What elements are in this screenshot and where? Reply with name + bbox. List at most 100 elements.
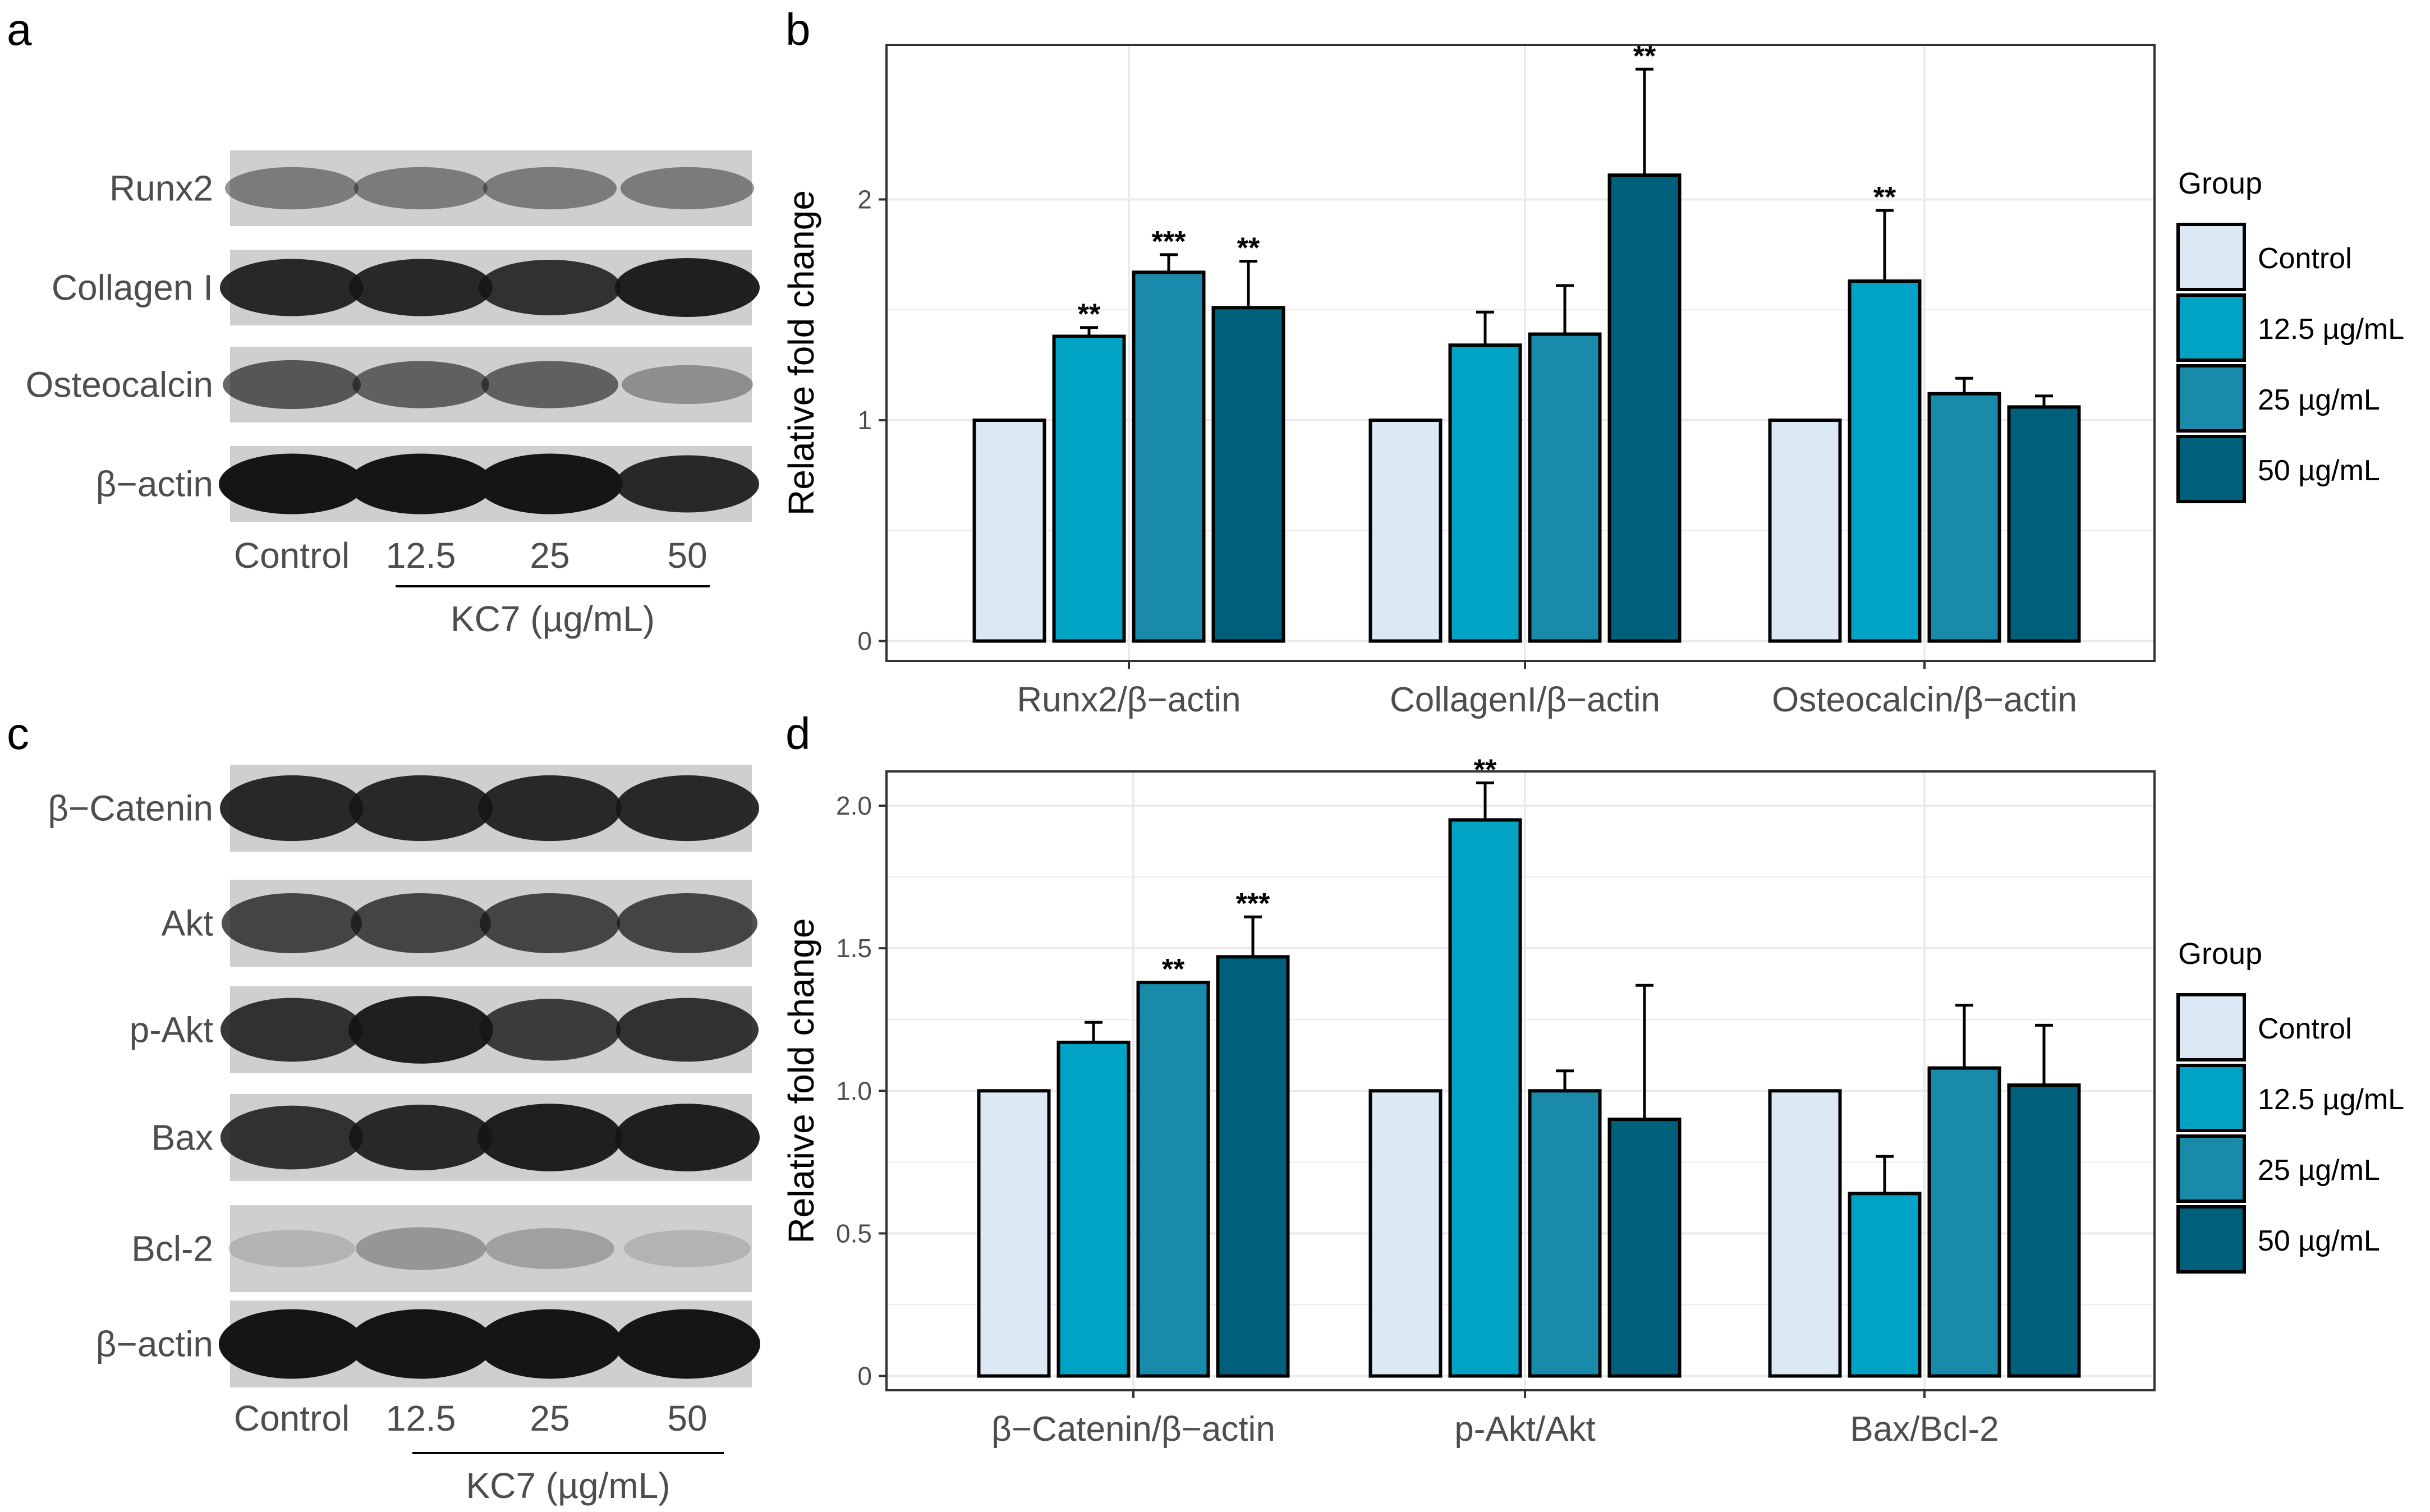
bar	[2007, 1083, 2081, 1378]
blot-band	[354, 167, 488, 210]
bar	[1848, 1192, 1922, 1378]
blot-row-label: Akt	[162, 903, 214, 944]
blot-band	[616, 998, 759, 1062]
legend-key	[2176, 293, 2246, 362]
significance-label: **	[1162, 953, 1185, 986]
significance-label: **	[1474, 753, 1497, 786]
blot-band	[221, 1105, 363, 1170]
legend-key	[2176, 1205, 2246, 1274]
blot-band	[477, 453, 623, 514]
blot-lane-label: 12.5	[386, 1398, 456, 1439]
blot-lane-label: 25	[530, 535, 569, 576]
y-tick-label: 2	[857, 185, 872, 214]
blot-band	[480, 893, 620, 953]
plot-border	[885, 770, 2156, 1391]
y-tick-label: 1.5	[836, 934, 872, 963]
blot-band	[477, 1309, 623, 1379]
legend-key	[2176, 1064, 2246, 1132]
blot-row-label: β−actin	[96, 464, 213, 504]
blot-row-label: Bax	[151, 1118, 213, 1158]
blot-group-label: KC7 (µg/mL)	[466, 1465, 670, 1506]
blot-row-label: Runx2	[109, 168, 213, 209]
x-tick-label: Osteocalcin/β−actin	[1772, 681, 2077, 719]
significance-label: ***	[1236, 888, 1270, 920]
bar-chart-panel-d: 00.51.01.52.0*******β−Catenin/β−actin p-A…	[781, 753, 2404, 1449]
plot-border	[885, 44, 2156, 662]
bar	[1528, 332, 1602, 643]
bar	[1216, 955, 1290, 1378]
blot-band	[225, 167, 359, 210]
legend-key	[2176, 364, 2246, 433]
blot-band	[617, 893, 757, 953]
blot-lane-label: 12.5	[386, 535, 456, 576]
significance-label: **	[1873, 181, 1896, 214]
y-tick-label: 0	[857, 627, 872, 656]
legend-label: 12.5 µg/mL	[2258, 1083, 2404, 1116]
blot-band	[624, 1230, 751, 1267]
legend-label: Control	[2258, 1013, 2352, 1045]
blot-band	[220, 775, 364, 842]
blot-band	[348, 453, 494, 514]
blot-band	[219, 1309, 365, 1379]
x-tick-label: β−Catenin/β−actin	[991, 1410, 1275, 1449]
blot-strip	[230, 1205, 752, 1292]
blot-band	[349, 1104, 493, 1171]
panel-letter-a: a	[7, 4, 32, 54]
blot-band	[221, 998, 363, 1062]
blot-lane-label: Control	[234, 1398, 350, 1439]
blot-band	[223, 360, 361, 410]
blot-band	[352, 361, 489, 408]
bar	[1368, 419, 1443, 643]
blot-row-label: Collagen I	[52, 268, 213, 308]
blot-lane-label: 25	[530, 1398, 569, 1439]
y-axis-title: Relative fold change	[781, 190, 821, 516]
blot-band	[351, 893, 491, 953]
blot-band	[615, 258, 760, 318]
blot-band	[349, 775, 493, 842]
western-blot-panel-a: Runx2 Collagen I Osteocalcin β−actin Control…	[26, 150, 760, 639]
blot-band	[477, 1104, 622, 1171]
bar	[1768, 1089, 1842, 1378]
blot-band	[228, 1230, 355, 1267]
bar	[972, 419, 1046, 643]
blot-lane-label: 50	[667, 535, 707, 576]
blot-band	[219, 453, 365, 514]
blot-band	[348, 1309, 494, 1379]
panel-letter-d: d	[785, 709, 811, 759]
blot-band	[614, 1309, 760, 1379]
x-tick-label: Runx2/β−actin	[1017, 681, 1241, 719]
bar	[1448, 343, 1522, 643]
bar-chart-panel-b: 012***** ******Runx2/β−actin CollagenI/β−a…	[781, 40, 2404, 719]
x-tick-label: p-Akt/Akt	[1454, 1410, 1596, 1449]
blot-strip	[230, 150, 752, 226]
panel-letter-c: c	[7, 709, 29, 759]
blot-band	[622, 365, 753, 405]
legend-label: 50 µg/mL	[2258, 1225, 2380, 1257]
legend-label: 25 µg/mL	[2258, 384, 2380, 416]
legend-label: Control	[2258, 242, 2352, 275]
bar	[1052, 334, 1126, 643]
y-tick-label: 1	[857, 406, 872, 435]
significance-label: ***	[1152, 226, 1186, 258]
blot-row-label: β−Catenin	[48, 788, 213, 829]
blot-band	[478, 775, 622, 842]
legend-label: 25 µg/mL	[2258, 1154, 2380, 1187]
blot-band	[479, 259, 621, 316]
y-tick-label: 2.0	[836, 791, 872, 820]
bar	[1927, 1066, 2001, 1378]
legend-key	[2176, 223, 2246, 291]
bar	[977, 1089, 1051, 1378]
blot-row-label: β−actin	[96, 1324, 213, 1364]
blot-band	[222, 893, 362, 953]
bar	[1211, 306, 1285, 643]
bar	[1136, 981, 1210, 1378]
bar	[1848, 279, 1922, 643]
bar	[1607, 173, 1682, 643]
blot-row-label: Bcl-2	[131, 1229, 213, 1269]
blot-lane-label: Control	[234, 535, 350, 576]
blot-band	[356, 1227, 486, 1270]
bar	[1768, 419, 1842, 643]
y-tick-label: 1.0	[836, 1076, 872, 1105]
y-axis-title: Relative fold change	[781, 918, 821, 1244]
blot-row-label: Osteocalcin	[26, 365, 213, 405]
